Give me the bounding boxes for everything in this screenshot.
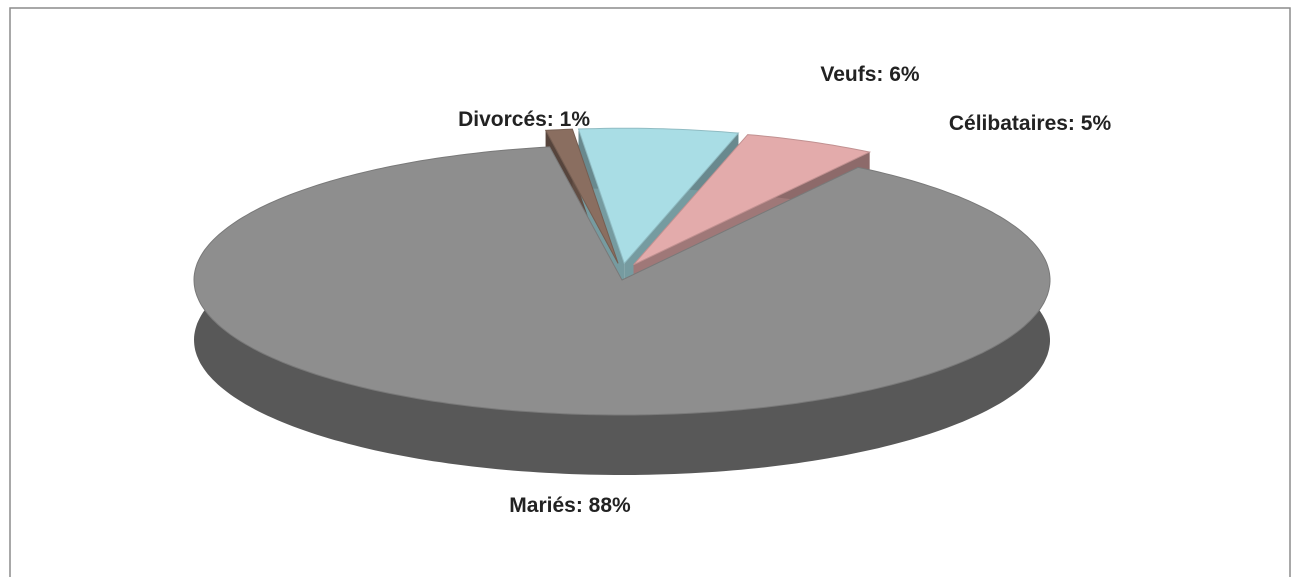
data-label: Divorcés: 1% — [458, 108, 590, 131]
pie-slice — [544, 128, 619, 264]
chart-border — [9, 7, 1291, 577]
data-label: Mariés: 88% — [509, 494, 631, 517]
data-label: Célibataires: 5% — [948, 112, 1112, 135]
pie-slice — [633, 134, 872, 266]
pie-slice — [193, 146, 1051, 416]
data-label: Veufs: 6% — [820, 63, 920, 86]
pie-slice — [577, 127, 740, 265]
